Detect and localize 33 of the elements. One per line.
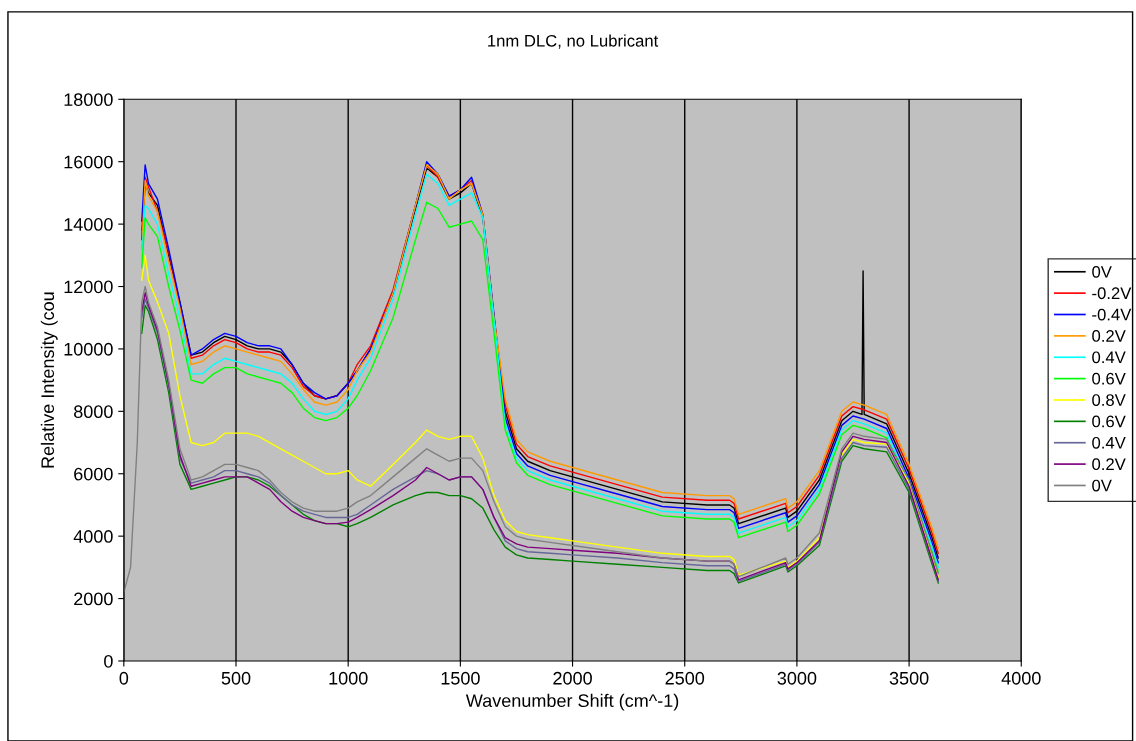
- x-tick-label: 1500: [441, 671, 480, 685]
- legend-label: 0.4V: [1092, 351, 1126, 364]
- x-tick-label: 2000: [553, 671, 592, 685]
- legend-label: 0.2V: [1092, 458, 1126, 471]
- x-tick-label: 3500: [889, 671, 929, 685]
- y-tick-label: 6000: [74, 467, 113, 481]
- legend-label: 0V: [1092, 265, 1112, 278]
- legend-label: 0.6V: [1092, 415, 1126, 428]
- x-tick-label: 0: [119, 671, 129, 685]
- legend-label: 0.4V: [1092, 436, 1126, 449]
- x-tick-label: 3000: [777, 671, 817, 685]
- legend-label: -0.4V: [1092, 308, 1132, 321]
- x-tick-label: 500: [221, 671, 251, 685]
- y-tick-label: 18000: [64, 93, 113, 107]
- y-tick-label: 0: [104, 654, 113, 668]
- y-tick-label: 2000: [74, 592, 113, 606]
- x-tick-label: 4000: [1001, 671, 1041, 685]
- x-tick-label: 2500: [665, 671, 705, 685]
- y-tick-label: 14000: [64, 218, 113, 231]
- y-tick-label: 12000: [64, 280, 113, 294]
- legend-label: 0.2V: [1092, 330, 1126, 342]
- legend-label: 0.8V: [1092, 394, 1126, 406]
- x-axis-title: Wavenumber Shift (cm^-1): [465, 693, 679, 711]
- y-tick-label: 10000: [64, 342, 113, 356]
- y-tick-label: 8000: [74, 405, 113, 419]
- y-tick-label: 4000: [73, 530, 113, 543]
- y-tick-label: 16000: [64, 155, 113, 169]
- legend-label: 0.6V: [1092, 372, 1126, 385]
- legend-label: -0.2V: [1092, 287, 1132, 300]
- legend-label: 0V: [1092, 479, 1112, 492]
- x-tick-label: 1000: [329, 671, 368, 685]
- y-axis-title: Relative Intensity (cou: [40, 292, 58, 468]
- chart-title: 1nm DLC, no Lubricant: [488, 34, 659, 49]
